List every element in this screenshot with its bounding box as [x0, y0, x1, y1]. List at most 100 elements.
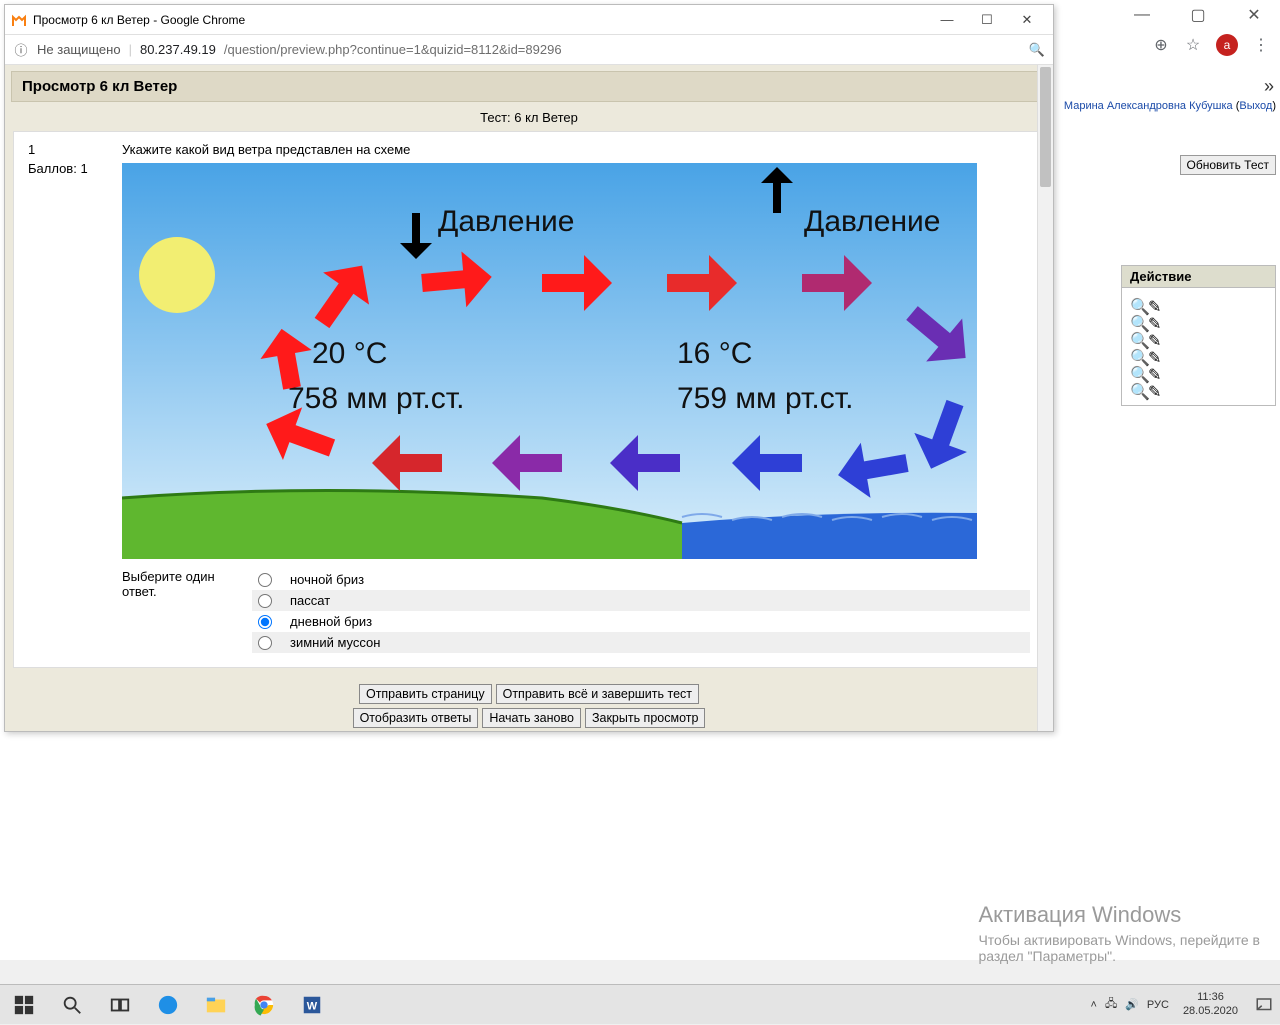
kebab-menu-icon[interactable]: ⋮	[1252, 36, 1270, 54]
explorer-icon[interactable]	[192, 985, 240, 1025]
answer-label: ночной бриз	[290, 572, 364, 587]
language-indicator[interactable]: РУС	[1147, 999, 1169, 1011]
back-user-line: Марина Александровна Кубушка (Выход)	[1064, 100, 1276, 112]
edge-icon[interactable]	[144, 985, 192, 1025]
chrome-window: Просмотр 6 кл Ветер - Google Chrome — ☐ …	[4, 4, 1054, 732]
action-row[interactable]: 🔍✎	[1130, 297, 1267, 311]
action-row[interactable]: 🔍✎	[1130, 331, 1267, 345]
action-row[interactable]: 🔍✎	[1130, 365, 1267, 379]
network-icon[interactable]: 🖧	[1105, 995, 1117, 1014]
minimize-button[interactable]: —	[927, 6, 967, 34]
action-row[interactable]: 🔍✎	[1130, 314, 1267, 328]
search-button[interactable]	[48, 985, 96, 1025]
magnifier-icon: 🔍	[1130, 314, 1144, 328]
submit-button[interactable]: Отправить всё и завершить тест	[496, 684, 699, 704]
quiz-action-button[interactable]: Начать заново	[482, 708, 581, 728]
magnifier-icon: 🔍	[1130, 331, 1144, 345]
action-panel: Действие 🔍✎ 🔍✎ 🔍✎ 🔍✎ 🔍✎ 🔍✎	[1121, 265, 1276, 406]
url-host: 80.237.49.19	[140, 42, 216, 57]
edit-icon: ✎	[1148, 331, 1162, 345]
action-panel-title: Действие	[1121, 265, 1276, 288]
answer-option[interactable]: дневной бриз	[252, 611, 1030, 632]
scrollbar-thumb[interactable]	[1040, 67, 1051, 187]
quiz-action-button[interactable]: Закрыть просмотр	[585, 708, 706, 728]
edit-icon: ✎	[1148, 314, 1162, 328]
edit-icon: ✎	[1148, 365, 1162, 379]
close-button[interactable]: ✕	[1236, 1, 1272, 29]
user-link[interactable]: Марина Александровна Кубушка	[1064, 100, 1233, 112]
clock-time: 11:36	[1183, 991, 1238, 1004]
edit-icon: ✎	[1148, 348, 1162, 362]
quiz-action-button[interactable]: Отобразить ответы	[353, 708, 479, 728]
vertical-scrollbar[interactable]	[1037, 65, 1053, 731]
windows-taskbar: W ˄ 🖧 🔊 РУС 11:36 28.05.2020	[0, 984, 1280, 1024]
magnifier-icon: 🔍	[1130, 382, 1144, 396]
magnifier-icon: 🔍	[1130, 297, 1144, 311]
page-title: Просмотр 6 кл Ветер	[11, 71, 1047, 102]
clock-date: 28.05.2020	[1183, 1005, 1238, 1018]
test-label: Тест: 6 кл Ветер	[5, 102, 1053, 131]
close-button[interactable]: ✕	[1007, 6, 1047, 34]
action-panel-body: 🔍✎ 🔍✎ 🔍✎ 🔍✎ 🔍✎ 🔍✎	[1121, 288, 1276, 406]
word-icon[interactable]: W	[288, 985, 336, 1025]
answer-label: зимний муссон	[290, 635, 380, 650]
submit-button[interactable]: Отправить страницу	[359, 684, 492, 704]
tray-chevron-icon[interactable]: ˄	[1091, 999, 1097, 1011]
answer-radio[interactable]	[258, 573, 272, 587]
back-refresh-bar: Обновить Тест	[1180, 155, 1277, 175]
edit-icon: ✎	[1148, 297, 1162, 311]
start-button[interactable]	[0, 985, 48, 1025]
choose-one-label: Выберите один ответ.	[122, 569, 252, 653]
volume-icon[interactable]: 🔊	[1125, 998, 1139, 1011]
windows-activation-watermark: Активация Windows Чтобы активировать Win…	[978, 902, 1260, 964]
edit-icon: ✎	[1148, 382, 1162, 396]
answer-label: пассат	[290, 593, 330, 608]
star-icon[interactable]: ☆	[1184, 36, 1202, 54]
question-meta: 1 Баллов: 1	[28, 142, 102, 653]
watermark-sub1: Чтобы активировать Windows, перейдите в	[978, 932, 1260, 948]
svg-text:Давление: Давление	[804, 205, 940, 238]
chrome-viewport: Просмотр 6 кл Ветер Тест: 6 кл Ветер 1 Б…	[5, 65, 1053, 731]
svg-text:20 °C: 20 °C	[312, 337, 387, 370]
magnifier-icon: 🔍	[1130, 365, 1144, 379]
maximize-button[interactable]: ▢	[1180, 1, 1216, 29]
chrome-icon[interactable]	[240, 985, 288, 1025]
profile-avatar[interactable]: a	[1216, 34, 1238, 56]
notification-icon[interactable]	[1252, 993, 1276, 1017]
answer-option[interactable]: пассат	[252, 590, 1030, 611]
answer-option[interactable]: зимний муссон	[252, 632, 1030, 653]
quiz-buttons: Отправить страницуОтправить всё и заверш…	[5, 682, 1053, 730]
svg-text:758 мм рт.ст.: 758 мм рт.ст.	[288, 382, 465, 415]
not-secure-label: Не защищено	[37, 42, 121, 57]
logout-link[interactable]: Выход	[1239, 100, 1272, 112]
info-icon: ⓘ	[13, 42, 29, 58]
taskbar-tray: ˄ 🖧 🔊 РУС 11:36 28.05.2020	[1091, 985, 1280, 1024]
question-block: 1 Баллов: 1 Укажите какой вид ветра пред…	[13, 131, 1045, 668]
chrome-address-bar[interactable]: ⓘ Не защищено | 80.237.49.19/question/pr…	[5, 35, 1053, 65]
action-row[interactable]: 🔍✎	[1130, 348, 1267, 362]
svg-text:W: W	[307, 1000, 318, 1012]
task-view-button[interactable]	[96, 985, 144, 1025]
answer-label: дневной бриз	[290, 614, 372, 629]
answer-option[interactable]: ночной бриз	[252, 569, 1030, 590]
back-window-controls: — ▢ ✕	[1124, 0, 1280, 30]
answer-radio[interactable]	[258, 594, 272, 608]
watermark-sub2: раздел "Параметры".	[978, 948, 1260, 964]
maximize-button[interactable]: ☐	[967, 6, 1007, 34]
svg-text:Давление: Давление	[438, 205, 574, 238]
question-text: Укажите какой вид ветра представлен на с…	[122, 142, 1030, 157]
search-icon[interactable]: 🔍	[1029, 42, 1045, 58]
question-points: Баллов: 1	[28, 161, 102, 176]
minimize-button[interactable]: —	[1124, 1, 1160, 29]
answer-radio[interactable]	[258, 636, 272, 650]
svg-text:759 мм рт.ст.: 759 мм рт.ст.	[677, 382, 854, 415]
wind-diagram: ДавлениеДавление20 °C758 мм рт.ст.16 °C7…	[122, 163, 977, 559]
tabs-overflow-icon[interactable]: »	[1264, 76, 1274, 97]
action-row[interactable]: 🔍✎	[1130, 382, 1267, 396]
answer-radio[interactable]	[258, 615, 272, 629]
question-number: 1	[28, 142, 102, 157]
zoom-icon[interactable]: ⊕	[1152, 36, 1170, 54]
taskbar-clock[interactable]: 11:36 28.05.2020	[1177, 991, 1244, 1017]
refresh-test-button[interactable]: Обновить Тест	[1180, 155, 1277, 175]
answer-options: ночной бриз пассат дневной бриз зимний мусс…	[252, 569, 1030, 653]
